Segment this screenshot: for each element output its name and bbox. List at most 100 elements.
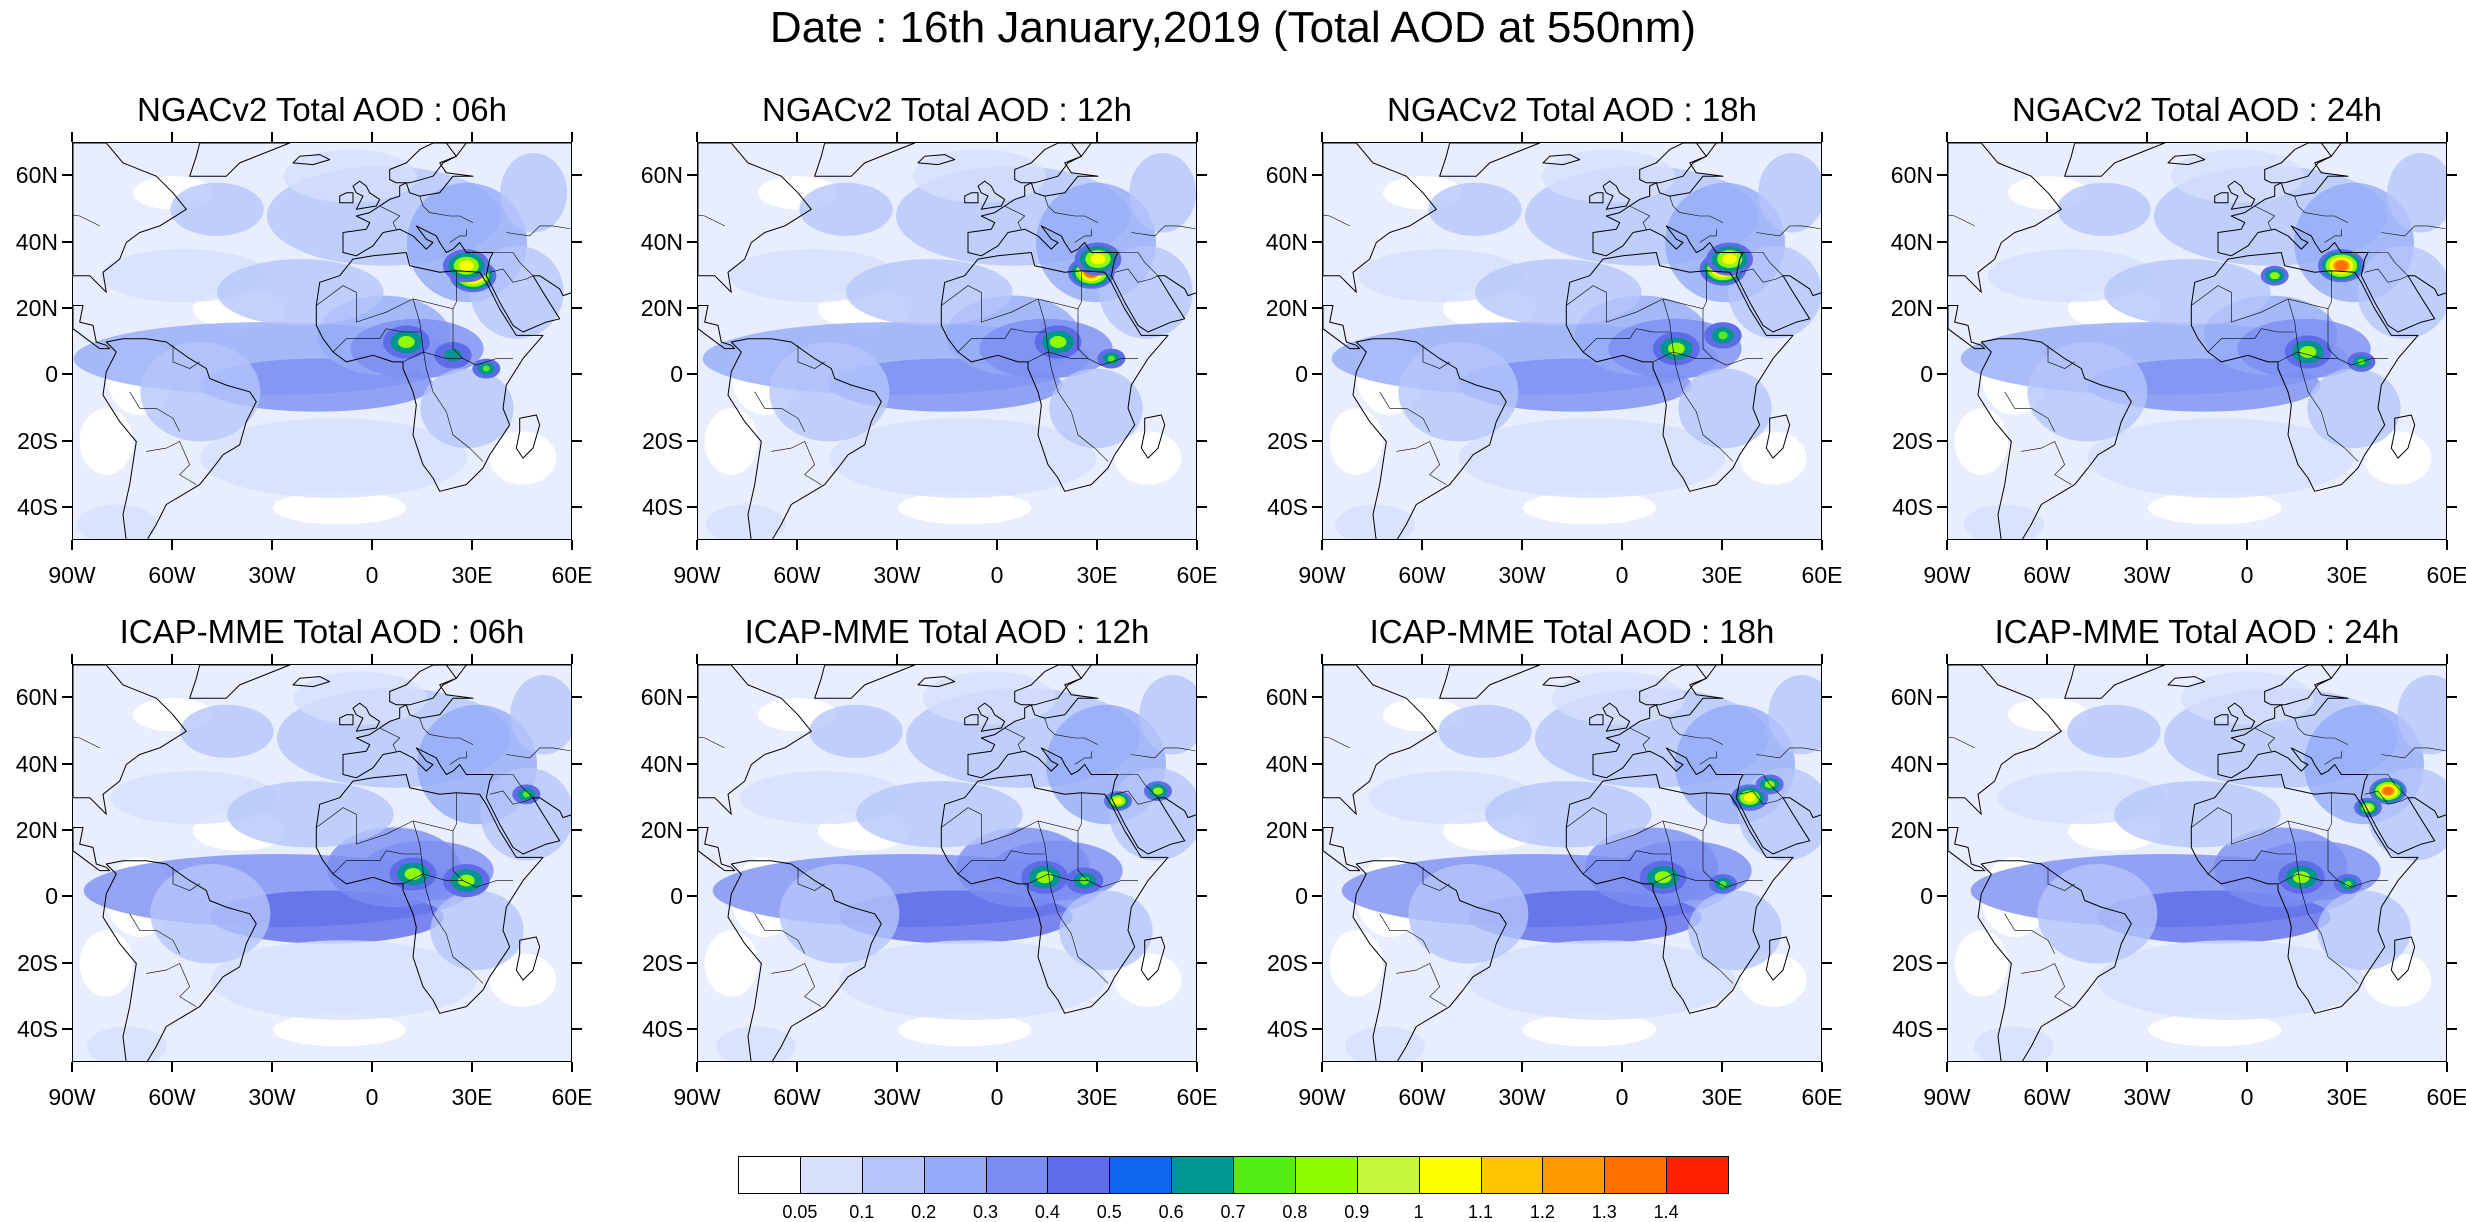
aod-hotspot bbox=[400, 337, 413, 347]
aod-field bbox=[73, 665, 571, 1061]
lon-tick-label: 90W bbox=[673, 562, 721, 588]
country-border bbox=[1948, 214, 1975, 227]
lat-tick bbox=[1312, 505, 1322, 508]
lon-tick bbox=[2246, 540, 2248, 550]
lon-tick-label: 60W bbox=[2023, 1084, 2071, 1110]
lon-tick bbox=[471, 1062, 473, 1072]
country-border bbox=[797, 867, 825, 891]
coastline bbox=[1592, 143, 1821, 333]
country-border bbox=[754, 913, 805, 954]
map-plot bbox=[697, 664, 1197, 1062]
aod-hotspot bbox=[1723, 254, 1736, 265]
lon-tick bbox=[796, 540, 798, 550]
lat-tick bbox=[1937, 240, 1947, 243]
lat-tick bbox=[2447, 696, 2457, 699]
lon-tick bbox=[696, 1062, 698, 1072]
country-border bbox=[797, 345, 825, 369]
panel-title: NGACv2 Total AOD : 18h bbox=[1387, 91, 1757, 128]
lon-tick-label: 30E bbox=[1701, 1084, 1743, 1110]
lon-tick-label: 60E bbox=[1176, 1084, 1218, 1110]
lat-tick bbox=[572, 174, 582, 177]
lat-tick bbox=[687, 373, 697, 376]
country-border bbox=[506, 225, 571, 237]
lat-tick-label: 40N bbox=[1265, 228, 1308, 255]
country-border bbox=[1027, 873, 1138, 888]
country-border bbox=[489, 268, 534, 283]
lon-tick bbox=[1721, 654, 1723, 664]
aod-field bbox=[1948, 665, 2446, 1061]
lat-tick bbox=[62, 828, 72, 831]
lon-tick-label: 0 bbox=[1615, 562, 1629, 588]
country-border bbox=[1739, 268, 1784, 283]
lon-tick bbox=[171, 654, 173, 664]
coastline bbox=[2064, 665, 2166, 699]
lon-tick bbox=[1321, 132, 1323, 142]
lat-tick bbox=[62, 696, 72, 699]
country-border bbox=[1582, 850, 1670, 875]
lon-tick bbox=[571, 132, 573, 142]
lat-tick bbox=[687, 828, 697, 831]
lon-tick bbox=[1721, 540, 1723, 550]
lon-tick bbox=[1821, 132, 1823, 142]
lat-tick-label: 60N bbox=[1890, 684, 1933, 711]
map-plot bbox=[72, 664, 572, 1062]
country-border bbox=[1702, 308, 1714, 359]
lat-tick bbox=[687, 505, 697, 508]
country-border bbox=[754, 391, 805, 432]
country-border bbox=[941, 792, 1082, 845]
lon-tick bbox=[796, 132, 798, 142]
lat-tick bbox=[1312, 895, 1322, 898]
lon-tick-label: 30E bbox=[1701, 562, 1743, 588]
colorbar-label: 1.2 bbox=[1529, 1202, 1555, 1222]
country-border bbox=[2324, 229, 2342, 243]
figure-title: Date : 16th January,2019 (Total AOD at 5… bbox=[769, 3, 1697, 52]
country-border bbox=[2191, 792, 2332, 845]
lat-tick bbox=[1937, 1027, 1947, 1030]
lat-tick-label: 40S bbox=[1267, 493, 1308, 520]
country-border bbox=[698, 214, 725, 227]
lon-tick-label: 90W bbox=[1923, 562, 1971, 588]
lat-tick bbox=[1822, 505, 1832, 508]
coastline bbox=[1639, 665, 1717, 706]
aod-hotspot bbox=[482, 365, 490, 372]
country-border bbox=[1743, 774, 1784, 798]
coastline bbox=[1765, 414, 1791, 459]
lat-tick-label: 40S bbox=[1892, 493, 1933, 520]
aod-hotspot bbox=[2302, 346, 2314, 357]
lon-tick bbox=[996, 1062, 998, 1072]
coastline bbox=[1323, 143, 1437, 293]
aod-field bbox=[1323, 665, 1821, 1061]
lon-tick-label: 60W bbox=[2023, 562, 2071, 588]
lat-tick-label: 40N bbox=[15, 228, 58, 255]
lat-tick bbox=[572, 762, 582, 765]
country-border bbox=[1739, 790, 1784, 805]
lat-tick-label: 0 bbox=[1920, 361, 1933, 388]
lat-tick-label: 60N bbox=[1265, 684, 1308, 711]
lon-tick-label: 30W bbox=[248, 562, 296, 588]
aod-field bbox=[698, 143, 1196, 539]
lon-tick bbox=[2346, 132, 2348, 142]
lon-tick bbox=[2246, 1062, 2248, 1072]
lon-tick bbox=[1421, 540, 1423, 550]
coastline bbox=[698, 143, 812, 293]
country-border bbox=[73, 214, 100, 227]
lat-tick bbox=[62, 762, 72, 765]
country-border bbox=[449, 229, 467, 243]
coastline bbox=[1542, 676, 1581, 688]
aod-hotspot bbox=[2344, 880, 2352, 887]
country-border bbox=[2021, 441, 2072, 485]
lon-tick bbox=[2346, 540, 2348, 550]
coastline bbox=[1948, 305, 1986, 350]
country-border bbox=[2047, 867, 2075, 891]
coastline bbox=[1014, 665, 1092, 706]
coastline bbox=[1765, 936, 1791, 981]
lon-tick bbox=[1521, 654, 1523, 664]
coastline bbox=[2214, 714, 2229, 726]
lon-tick-label: 0 bbox=[1615, 1084, 1629, 1110]
lon-tick bbox=[1621, 540, 1623, 550]
colorbar-label: 1.4 bbox=[1653, 1202, 1679, 1222]
lat-tick-label: 20S bbox=[1267, 949, 1308, 976]
country-border bbox=[1323, 736, 1350, 749]
lat-tick bbox=[1197, 828, 1207, 831]
coastline bbox=[352, 702, 381, 732]
